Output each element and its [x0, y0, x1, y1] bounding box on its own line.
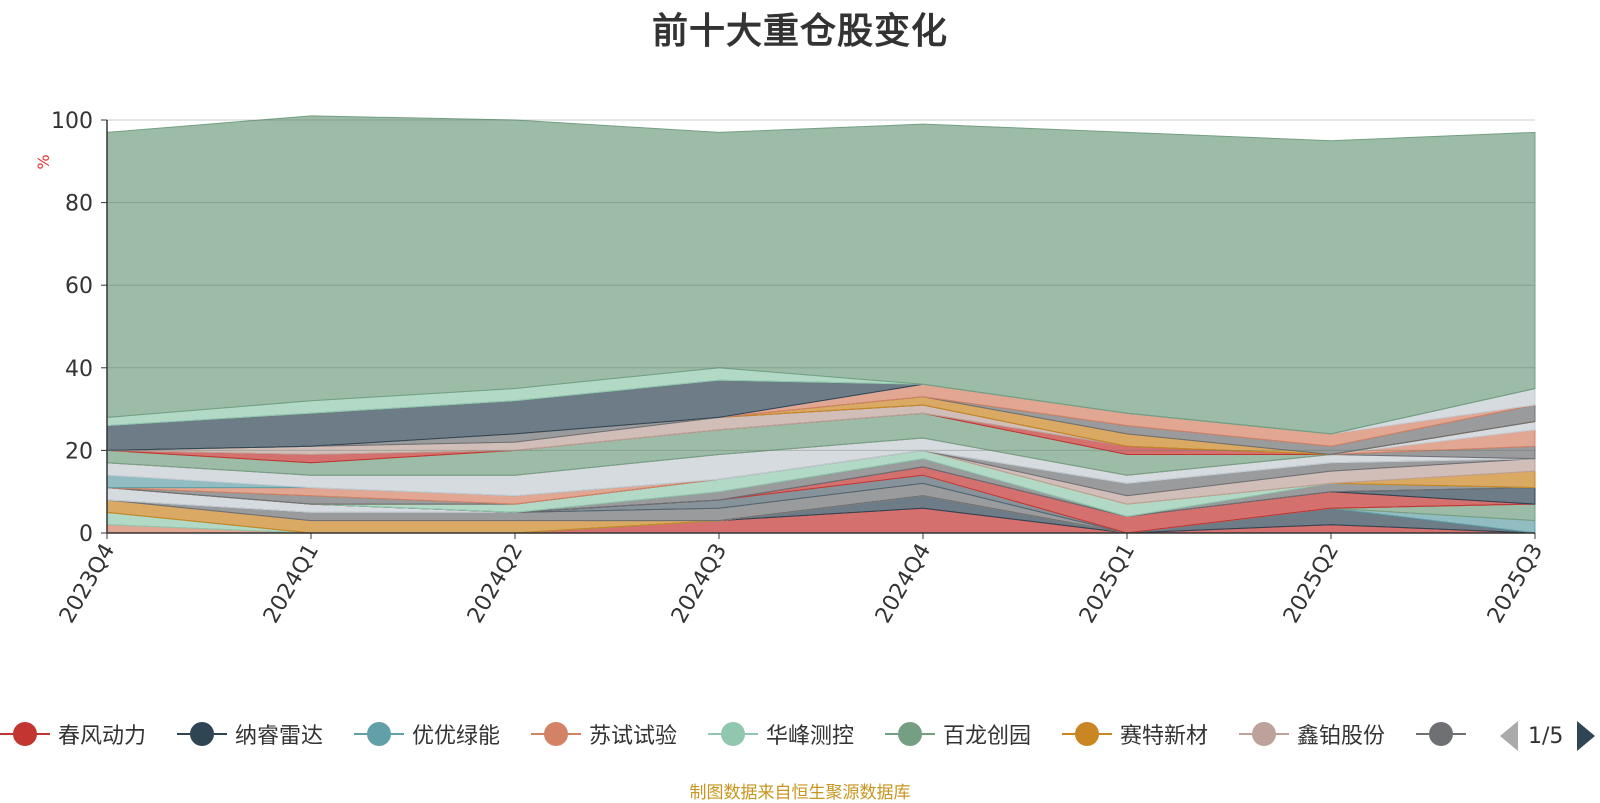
chart-title: 前十大重仓股变化 [651, 11, 948, 52]
y-tick-label: 100 [51, 109, 93, 134]
legend-marker-icon [1416, 719, 1466, 749]
y-axis-label: % [34, 154, 53, 169]
legend-label: 优优绿能 [412, 724, 501, 749]
y-tick-label: 60 [65, 274, 93, 299]
legend-label: 华峰测控 [766, 724, 855, 749]
grid-lines [107, 119, 1535, 451]
x-tick-label: 2025Q3 [1483, 540, 1548, 628]
pager-next-icon[interactable] [1577, 721, 1596, 751]
legend-label: 苏试试验 [589, 724, 678, 749]
legend-pager: 1/5 [1500, 718, 1596, 754]
x-tick-label: 2023Q4 [55, 540, 120, 628]
legend-marker-icon [885, 719, 935, 749]
legend-item[interactable]: 优优绿能 [354, 714, 500, 754]
y-tick-label: 20 [65, 439, 93, 464]
x-tick-label: 2024Q1 [259, 540, 324, 628]
source-note: 制图数据来自恒生聚源数据库 [689, 783, 911, 803]
legend-label: 纳睿雷达 [235, 724, 324, 749]
legend-marker-icon [354, 719, 404, 749]
legend-marker-icon [531, 719, 581, 749]
legend-label: 鑫铂股份 [1297, 724, 1386, 749]
legend-marker-icon [0, 719, 50, 749]
y-tick-label: 80 [65, 192, 93, 217]
x-tick-label: 2024Q3 [667, 540, 732, 628]
legend-marker-icon [708, 719, 758, 749]
legend-item[interactable]: 苏试试验 [531, 714, 677, 754]
area-series-group [106, 115, 1536, 534]
legend-label: 赛特新材 [1120, 724, 1209, 749]
legend-marker-icon [1062, 719, 1112, 749]
legend: 春风动力 纳睿雷达 优优绿能 苏试试验 华峰测控 百龙创园 赛特新材 鑫铂股份 [0, 714, 1480, 754]
y-tick-label: 0 [79, 522, 93, 547]
legend-marker-icon [177, 719, 227, 749]
legend-item[interactable]: 春风动力 [0, 714, 146, 754]
pager-prev-icon[interactable] [1500, 721, 1518, 751]
x-tick-label: 2024Q4 [871, 540, 936, 628]
legend-item[interactable]: 华峰测控 [708, 714, 854, 754]
y-tick-label: 40 [65, 357, 93, 382]
legend-item[interactable]: 鑫铂股份 [1239, 714, 1385, 754]
legend-item[interactable] [1416, 714, 1474, 754]
x-tick-label: 2024Q2 [463, 540, 528, 628]
legend-label: 百龙创园 [943, 724, 1032, 749]
legend-label: 春风动力 [58, 724, 147, 749]
legend-item[interactable]: 纳睿雷达 [177, 714, 323, 754]
x-tick-label: 2025Q1 [1075, 540, 1140, 628]
pager-page-indicator: 1/5 [1528, 723, 1564, 749]
legend-item[interactable]: 赛特新材 [1062, 714, 1208, 754]
legend-item[interactable]: 百龙创园 [885, 714, 1031, 754]
stacked-area-chart: 0 20 40 60 80 100 2023Q4 2024Q1 2024Q2 2024Q3 2024… [34, 109, 1548, 628]
area-series-35 [106, 115, 1536, 435]
legend-marker-icon [1239, 719, 1289, 749]
x-tick-label: 2025Q2 [1279, 540, 1344, 628]
